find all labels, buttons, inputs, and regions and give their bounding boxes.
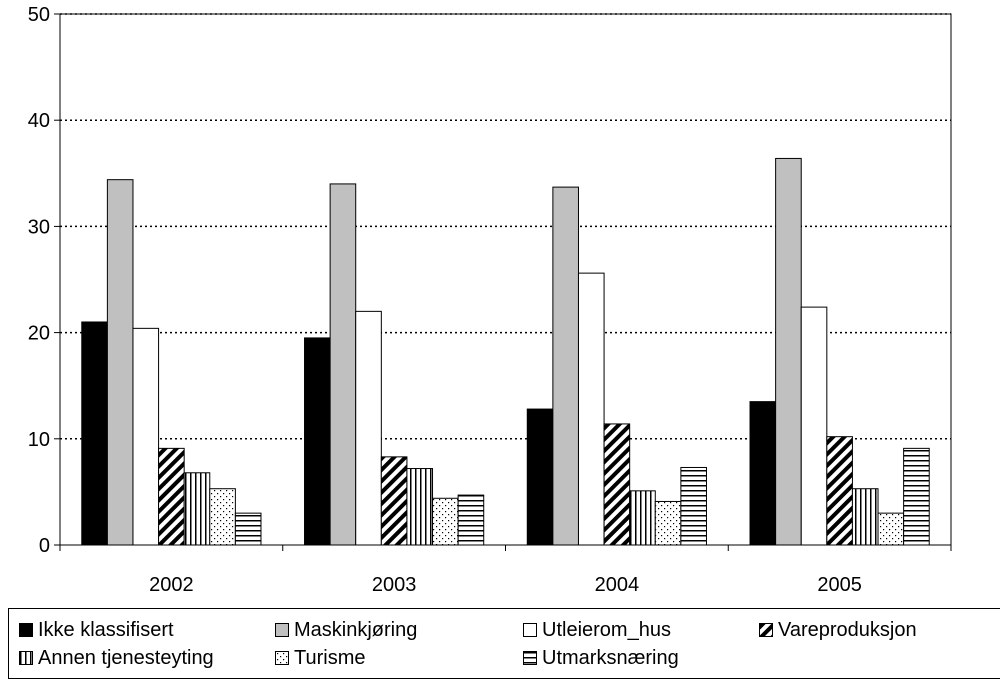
legend-swatch [759,623,773,637]
bar-vareproduksjon-2003 [380,456,408,546]
bar-annen-tjenesteyting-2002 [183,472,211,546]
y-tick-label: 10 [28,429,50,451]
legend-label: Utleierom_hus [542,618,671,641]
y-tick-label: 20 [28,323,50,345]
y-tick-label: 40 [28,110,50,132]
legend-item: Maskinkjøring [275,616,417,644]
bar-turisme-2003 [432,497,459,546]
legend-swatch [275,623,289,637]
bar-vareproduksjon-2004 [603,423,631,546]
axes: 0 10 20 30 40 50 2002 2003 2004 2005 [28,4,952,596]
legend-label: Annen tjenesteyting [38,646,214,669]
legend-label: Turisme [294,646,366,669]
legend-item: Turisme [275,644,365,672]
bar-turisme-2004 [654,500,682,546]
bar-utleierom-hus-2003 [355,310,382,546]
bar-ikke-klassifisert-2003 [304,337,331,546]
bar-annen-tjenesteyting-2004 [629,490,656,546]
legend-label: Ikke klassifisert [38,618,174,641]
legend-label: Utmarksnæring [542,646,679,669]
legend-item: Vareproduksjon [759,616,917,644]
bar-chart: 0 10 20 30 40 50 2002 2003 2004 2005 [28,4,952,596]
legend-swatch [19,651,33,665]
y-tick-label: 50 [28,4,50,26]
x-tick-label: 2005 [817,574,862,596]
legend-item: Annen tjenesteyting [19,644,214,672]
legend-item: Utmarksnæring [523,644,679,672]
bar-annen-tjenesteyting-2003 [406,468,434,546]
x-tick-label: 2004 [595,574,640,596]
bar-maskinkj-ring-2003 [329,183,357,546]
bar-utleierom-hus-2004 [577,272,605,546]
bar-ikke-klassifisert-2005 [749,401,777,546]
bar-ikke-klassifisert-2004 [526,408,554,546]
bars [81,157,930,546]
bar-maskinkj-ring-2004 [552,186,579,546]
y-tick-label: 0 [39,535,50,557]
bar-utmarksn-ring-2002 [234,512,262,546]
bar-maskinkj-ring-2002 [106,179,134,546]
bar-utleierom-hus-2002 [132,327,160,546]
legend-swatch [19,623,33,637]
y-tick-label: 30 [28,216,50,238]
bar-utmarksn-ring-2003 [457,494,485,546]
bar-turisme-2002 [209,488,236,546]
bar-annen-tjenesteyting-2005 [851,488,879,546]
legend-swatch [523,623,537,637]
bar-maskinkj-ring-2005 [775,157,802,546]
legend-label: Maskinkjøring [294,618,418,641]
bar-utmarksn-ring-2005 [903,447,930,546]
gridlines [60,13,951,440]
legend: Ikke klassifisert Maskinkjøring Utleierom_… [8,608,1000,679]
legend-swatch [275,651,289,665]
x-tick-label: 2002 [149,574,194,596]
bar-vareproduksjon-2002 [158,447,185,546]
bar-utmarksn-ring-2004 [680,466,707,546]
legend-label: Vareproduksjon [778,618,917,641]
bar-ikke-klassifisert-2002 [81,321,108,546]
bar-utleierom-hus-2005 [800,306,828,546]
bar-vareproduksjon-2005 [826,436,853,546]
x-tick-label: 2003 [372,574,417,596]
legend-swatch [523,651,537,665]
legend-item: Utleierom_hus [523,616,671,644]
bar-turisme-2005 [877,512,905,546]
legend-item: Ikke klassifisert [19,616,174,644]
